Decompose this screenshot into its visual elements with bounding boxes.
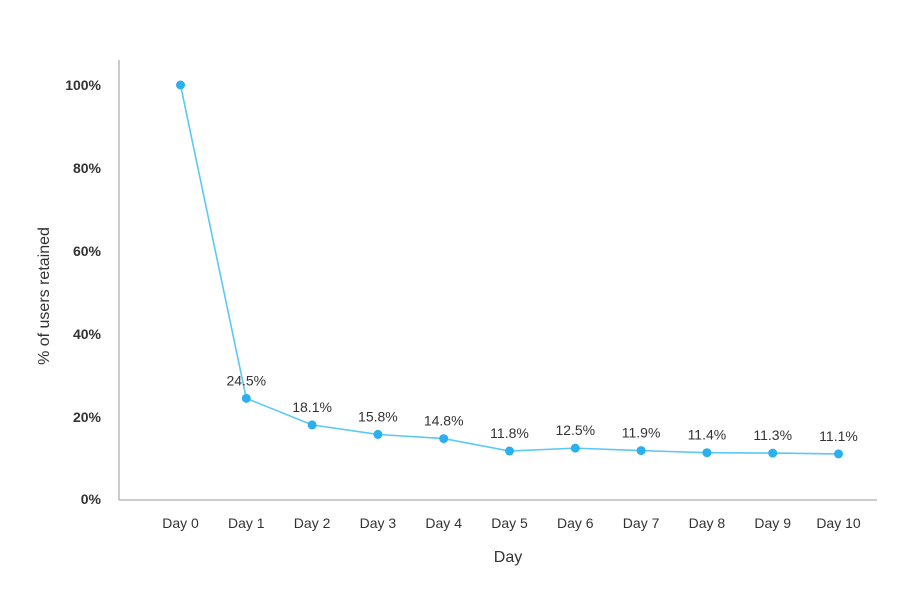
y-tick-label: 100%	[65, 77, 101, 93]
y-tick-labels: 0% 20% 40% 60% 80% 100%	[65, 77, 101, 507]
data-point	[505, 446, 514, 456]
data-label: 24.5%	[226, 372, 266, 388]
data-points	[176, 80, 843, 459]
x-tick-label: Day 5	[491, 515, 528, 531]
data-label: 11.1%	[819, 428, 858, 444]
data-point	[834, 449, 843, 459]
data-point	[702, 448, 712, 458]
data-label: 18.1%	[292, 399, 332, 415]
data-label: 12.5%	[555, 422, 595, 438]
x-tick-label: Day 1	[228, 515, 265, 531]
y-tick-label: 60%	[73, 243, 102, 259]
data-label: 15.8%	[358, 408, 398, 424]
data-labels: 24.5% 18.1% 15.8% 14.8% 11.8% 12.5% 11.9% 11.4%…	[226, 372, 857, 444]
x-tick-label: Day 7	[623, 515, 660, 531]
x-axis-title: Day	[494, 549, 522, 566]
x-tick-label: Day 10	[816, 515, 861, 531]
x-tick-label: Day 8	[689, 515, 726, 531]
data-point	[373, 429, 383, 439]
data-label: 14.8%	[424, 413, 464, 429]
data-point	[307, 420, 317, 430]
data-label: 11.9%	[622, 425, 661, 441]
y-tick-label: 0%	[81, 491, 102, 507]
data-point	[636, 446, 646, 456]
data-label: 11.3%	[753, 427, 792, 443]
y-tick-label: 20%	[73, 409, 102, 425]
data-point	[570, 443, 580, 453]
data-point	[439, 434, 449, 444]
y-tick-label: 80%	[73, 160, 102, 176]
data-point	[768, 448, 778, 458]
y-tick-label: 40%	[73, 326, 102, 342]
data-point	[176, 80, 185, 90]
x-tick-label: Day 9	[754, 515, 791, 531]
x-tick-label: Day 4	[425, 515, 462, 531]
series-line	[179, 84, 839, 455]
x-tick-label: Day 3	[360, 515, 397, 531]
x-tick-label: Day 0	[162, 515, 199, 531]
data-label: 11.8%	[490, 425, 529, 441]
x-tick-label: Day 6	[557, 515, 594, 531]
y-axis-title: % of users retained	[36, 227, 53, 365]
data-point	[241, 393, 251, 403]
x-tick-label: Day 2	[294, 515, 331, 531]
x-tick-labels: Day 0 Day 1 Day 2 Day 3 Day 4 Day 5 Day 6 Day 7…	[162, 515, 861, 531]
data-label: 11.4%	[688, 427, 727, 443]
